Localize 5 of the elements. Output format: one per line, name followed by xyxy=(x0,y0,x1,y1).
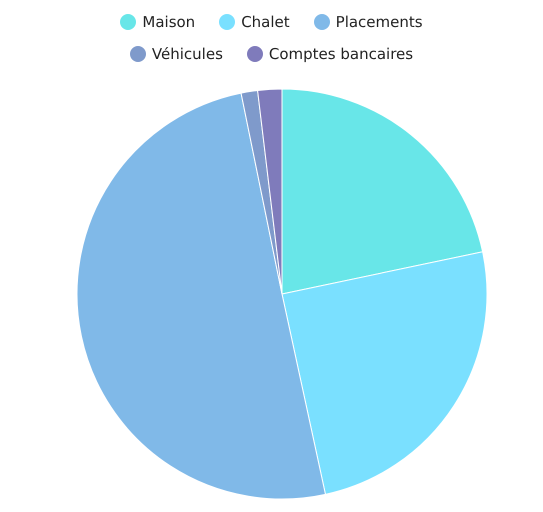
legend-label: Comptes bancaires xyxy=(268,45,414,63)
legend-label: Placements xyxy=(334,13,423,31)
legend-label: Chalet xyxy=(240,13,290,31)
legend-label: Véhicules xyxy=(150,45,223,63)
legend-label: Maison xyxy=(141,13,196,31)
